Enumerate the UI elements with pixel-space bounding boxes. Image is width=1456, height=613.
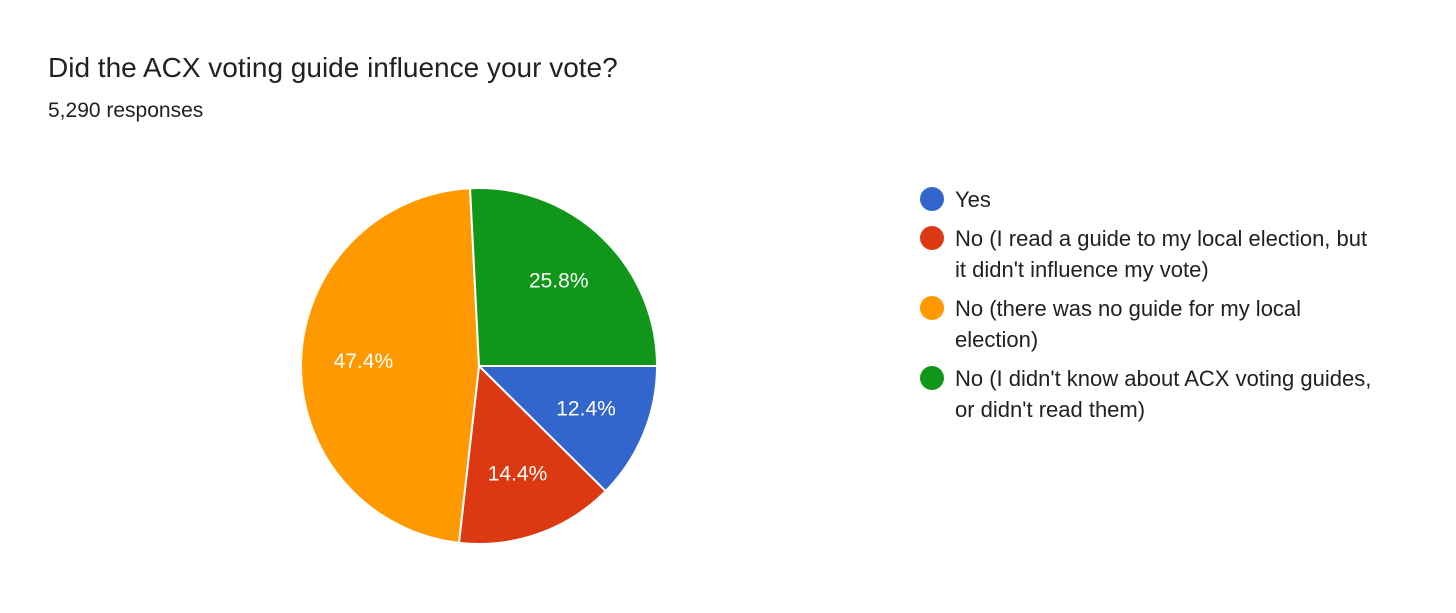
legend: Yes No (I read a guide to my local electi… bbox=[920, 184, 1380, 433]
pie-slice bbox=[469, 187, 659, 367]
legend-item: No (there was no guide for my local elec… bbox=[920, 293, 1380, 355]
pie-chart: 12.4% 14.4% 47.4% 25.8% bbox=[300, 187, 659, 545]
legend-label: No (I read a guide to my local election,… bbox=[955, 226, 1368, 282]
pie-slice bbox=[457, 363, 608, 545]
legend-label: Yes bbox=[955, 187, 991, 212]
chart-title: Did the ACX voting guide influence your … bbox=[48, 52, 618, 83]
data-label: 47.4% bbox=[334, 350, 394, 373]
legend-label: No (I didn't know about ACX voting guide… bbox=[955, 366, 1372, 422]
legend-marker bbox=[920, 296, 944, 320]
pie-slice bbox=[300, 187, 481, 544]
chart-subtitle: 5,290 responses bbox=[48, 99, 204, 122]
data-label: 25.8% bbox=[529, 270, 589, 293]
legend-item: No (I didn't know about ACX voting guide… bbox=[920, 363, 1380, 425]
legend-marker bbox=[920, 187, 944, 211]
data-label: 14.4% bbox=[488, 463, 548, 486]
legend-item: Yes bbox=[920, 184, 1380, 215]
legend-label: No (there was no guide for my local elec… bbox=[955, 296, 1302, 352]
legend-item: No (I read a guide to my local election,… bbox=[920, 223, 1380, 285]
data-label: 12.4% bbox=[556, 397, 616, 420]
legend-marker bbox=[920, 366, 944, 390]
pie-slice bbox=[476, 365, 659, 493]
legend-marker bbox=[920, 226, 944, 250]
